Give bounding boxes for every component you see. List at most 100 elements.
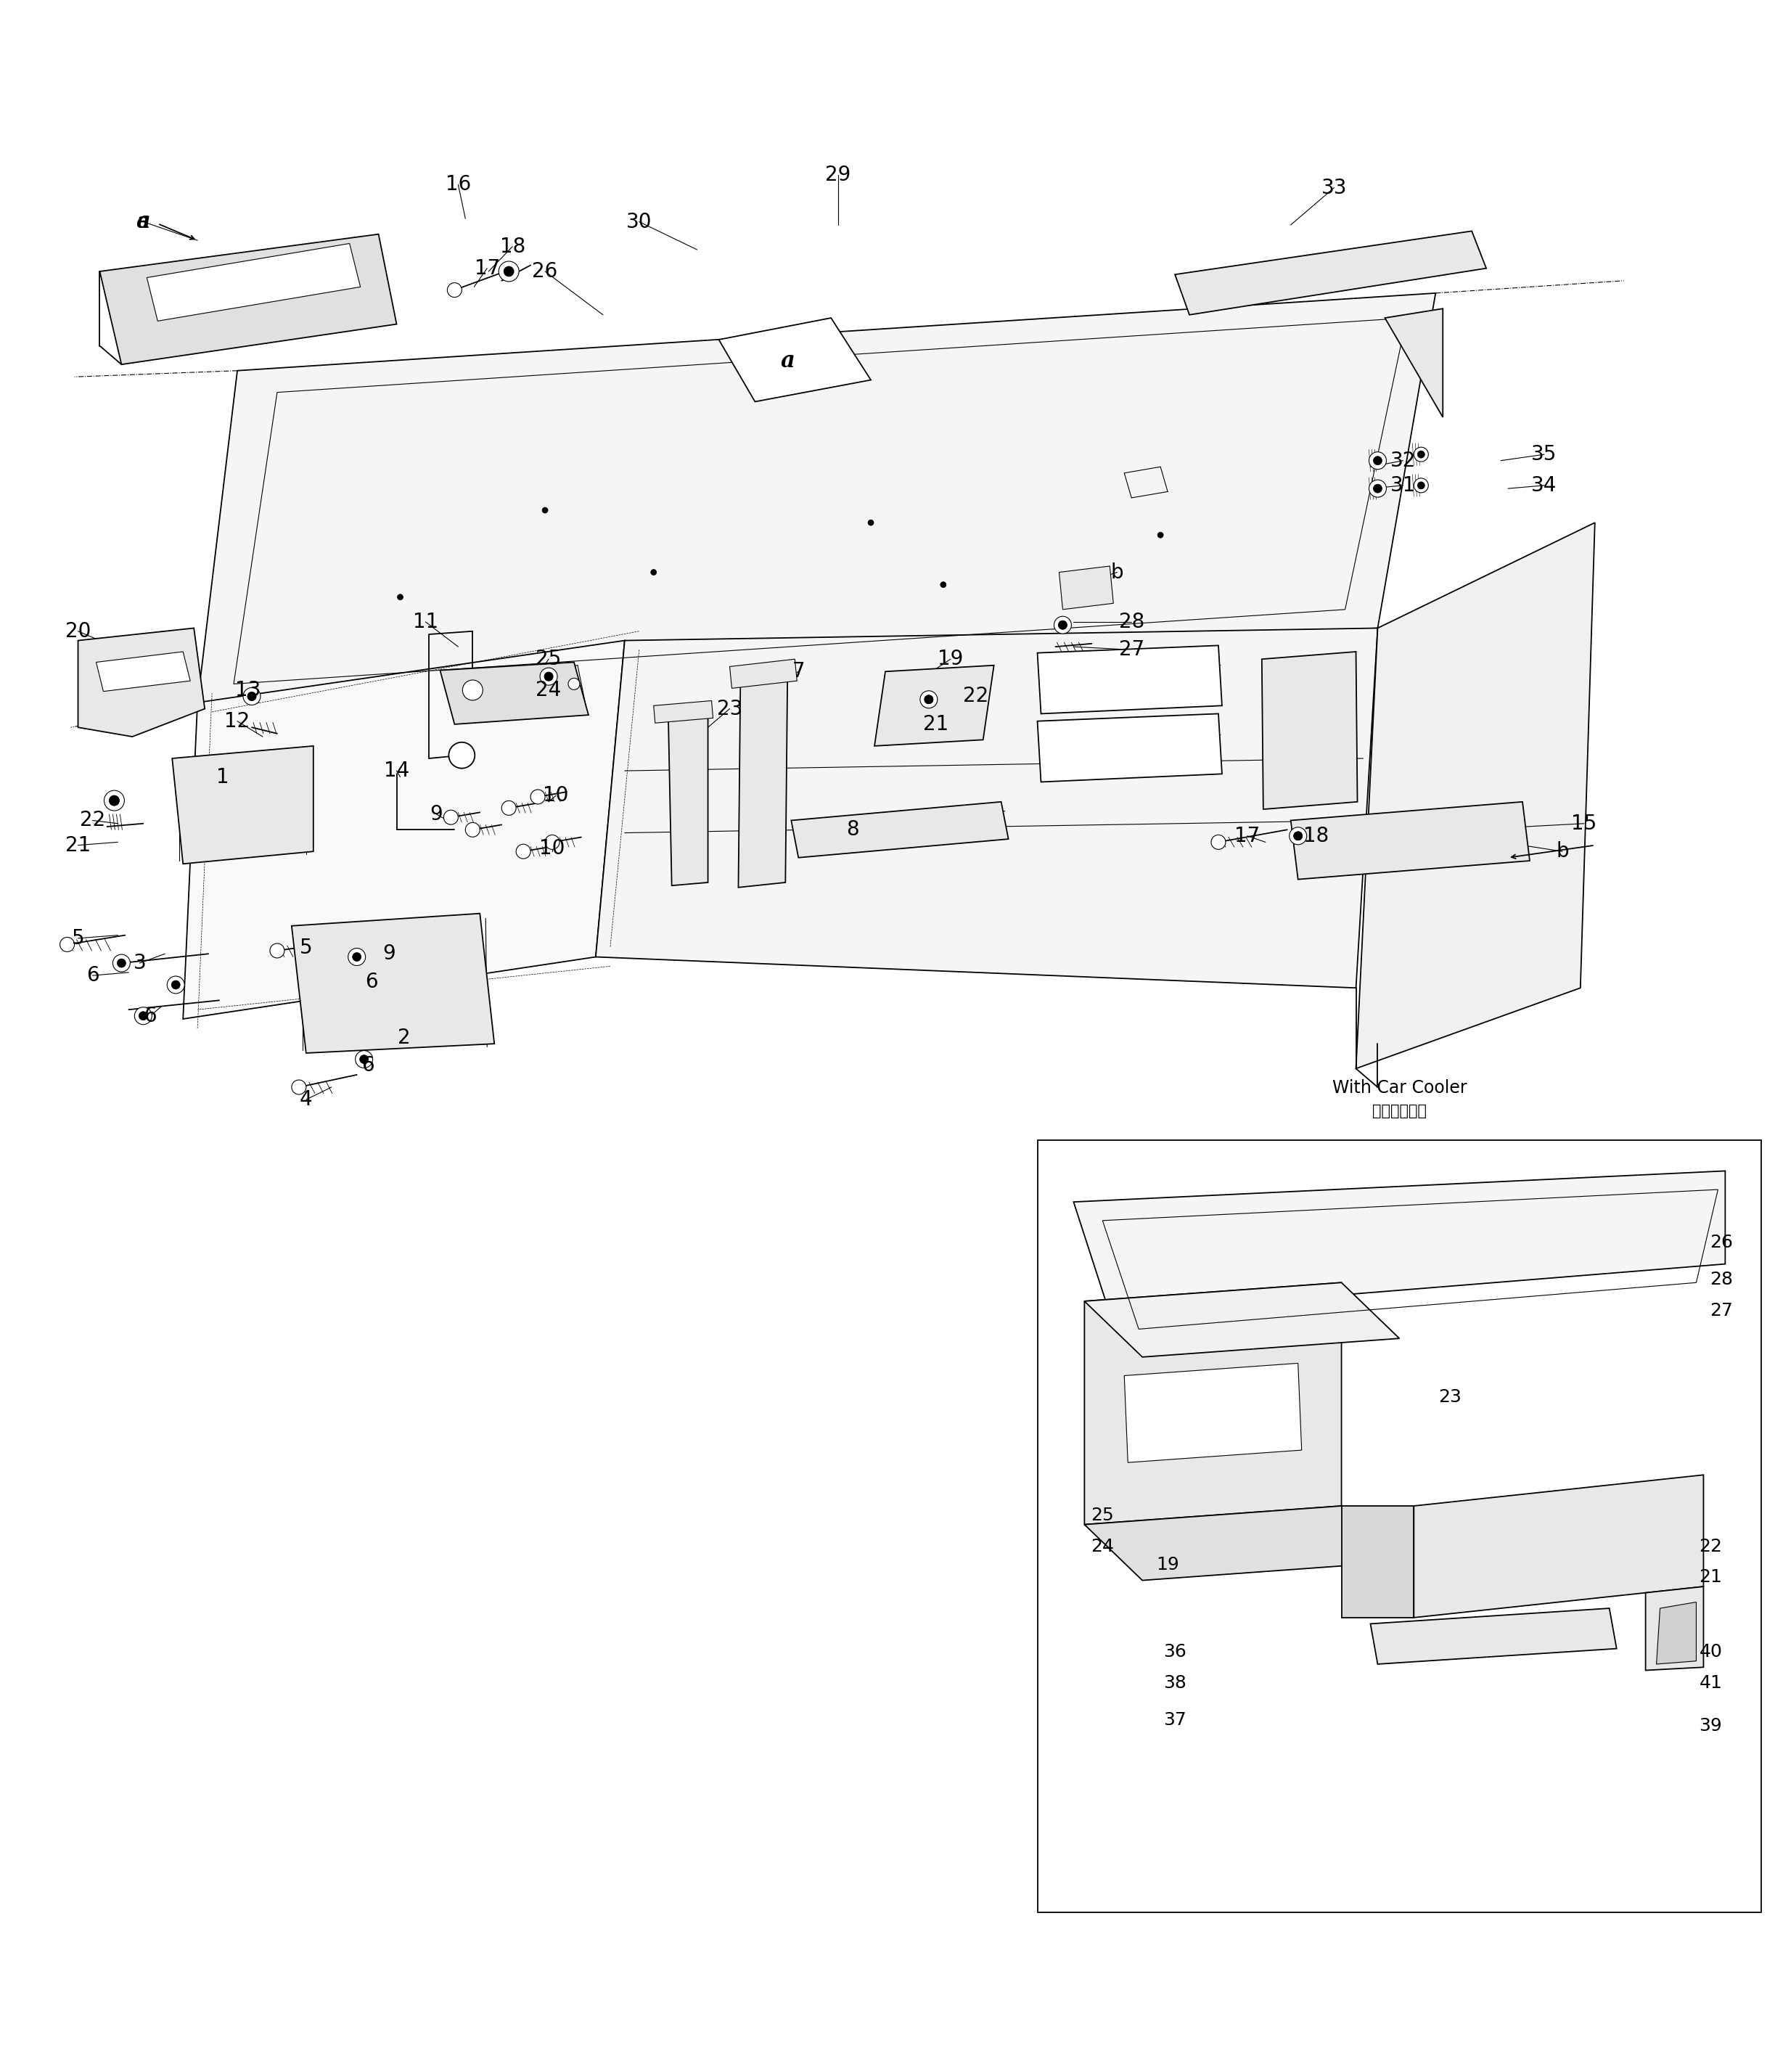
Text: 35: 35: [1532, 443, 1557, 464]
Circle shape: [1615, 1521, 1624, 1529]
Text: 6: 6: [362, 1055, 375, 1075]
Text: 6: 6: [366, 972, 378, 992]
Text: 31: 31: [1390, 474, 1416, 495]
Polygon shape: [1037, 713, 1221, 781]
Bar: [1037, 1140, 1761, 1912]
Circle shape: [1157, 533, 1163, 539]
Text: 17: 17: [1235, 827, 1260, 845]
Polygon shape: [1085, 1283, 1342, 1525]
Circle shape: [545, 671, 554, 682]
Text: 21: 21: [66, 835, 91, 856]
Polygon shape: [1656, 1602, 1697, 1664]
Text: 30: 30: [627, 211, 651, 232]
Text: 29: 29: [825, 166, 850, 184]
Circle shape: [105, 789, 124, 810]
Circle shape: [1468, 1235, 1475, 1243]
Text: 36: 36: [1163, 1643, 1186, 1660]
Polygon shape: [667, 707, 708, 885]
Polygon shape: [1384, 309, 1443, 416]
Circle shape: [651, 570, 657, 576]
Circle shape: [568, 678, 580, 690]
Circle shape: [398, 595, 403, 601]
Circle shape: [1590, 1260, 1599, 1268]
Polygon shape: [1074, 1171, 1725, 1314]
Polygon shape: [738, 667, 788, 887]
Text: 19: 19: [1156, 1556, 1179, 1573]
Text: a: a: [137, 211, 149, 232]
Circle shape: [919, 690, 937, 709]
Text: 22: 22: [1699, 1537, 1722, 1554]
Circle shape: [1369, 452, 1386, 468]
Circle shape: [355, 1051, 373, 1067]
Circle shape: [360, 1055, 369, 1063]
Circle shape: [868, 520, 873, 526]
Text: 27: 27: [1709, 1301, 1732, 1320]
Text: 6: 6: [87, 966, 99, 986]
Text: 14: 14: [383, 760, 410, 781]
Circle shape: [1608, 1593, 1626, 1610]
Circle shape: [1415, 479, 1429, 493]
Text: 3: 3: [133, 953, 146, 974]
Polygon shape: [78, 628, 204, 738]
Circle shape: [243, 688, 261, 704]
Text: 25: 25: [1092, 1506, 1115, 1523]
Text: b: b: [1111, 562, 1124, 582]
Circle shape: [1058, 622, 1067, 630]
Circle shape: [541, 508, 548, 514]
Text: 18: 18: [1303, 827, 1329, 845]
Circle shape: [1576, 1241, 1583, 1249]
Circle shape: [1590, 1260, 1599, 1268]
Circle shape: [1649, 1278, 1656, 1287]
Circle shape: [1418, 483, 1425, 489]
Text: 8: 8: [847, 821, 859, 839]
Circle shape: [1455, 1620, 1473, 1639]
Text: 5: 5: [71, 928, 85, 949]
Polygon shape: [1124, 1363, 1301, 1463]
Circle shape: [348, 949, 366, 966]
Polygon shape: [730, 659, 797, 688]
Circle shape: [1294, 831, 1303, 841]
Text: 41: 41: [1699, 1674, 1722, 1691]
Text: With Car Cooler: With Car Cooler: [1331, 1080, 1466, 1096]
Circle shape: [172, 980, 179, 988]
Polygon shape: [1645, 1587, 1704, 1670]
Circle shape: [925, 694, 934, 704]
Text: 5: 5: [300, 937, 312, 957]
Circle shape: [353, 953, 360, 961]
Circle shape: [449, 742, 474, 769]
Polygon shape: [1037, 646, 1221, 713]
Text: 39: 39: [1699, 1718, 1722, 1734]
Polygon shape: [1060, 566, 1113, 609]
Circle shape: [167, 976, 185, 992]
Text: 38: 38: [1163, 1674, 1186, 1691]
Circle shape: [247, 692, 256, 700]
Polygon shape: [792, 802, 1008, 858]
Circle shape: [444, 810, 458, 825]
Text: 28: 28: [1118, 611, 1145, 632]
Text: 9: 9: [430, 804, 444, 825]
Polygon shape: [440, 663, 589, 725]
Circle shape: [1179, 1241, 1186, 1249]
Text: 16: 16: [446, 174, 470, 195]
Text: 28: 28: [1709, 1270, 1732, 1289]
Polygon shape: [653, 700, 714, 723]
Text: 23: 23: [717, 698, 742, 719]
Circle shape: [1369, 481, 1386, 497]
Circle shape: [110, 796, 119, 806]
Circle shape: [447, 282, 462, 296]
Circle shape: [291, 1080, 305, 1094]
Circle shape: [60, 937, 75, 951]
Polygon shape: [1085, 1506, 1399, 1581]
Text: 12: 12: [224, 711, 250, 731]
Text: 27: 27: [1118, 640, 1145, 661]
Circle shape: [504, 267, 515, 276]
Text: 22: 22: [80, 810, 105, 831]
Text: 7: 7: [792, 661, 804, 682]
Circle shape: [531, 789, 545, 804]
Circle shape: [114, 955, 130, 972]
Polygon shape: [596, 628, 1377, 988]
Text: 4: 4: [300, 1090, 312, 1111]
Text: b: b: [1557, 841, 1569, 862]
Polygon shape: [1290, 802, 1530, 879]
Circle shape: [117, 959, 126, 968]
